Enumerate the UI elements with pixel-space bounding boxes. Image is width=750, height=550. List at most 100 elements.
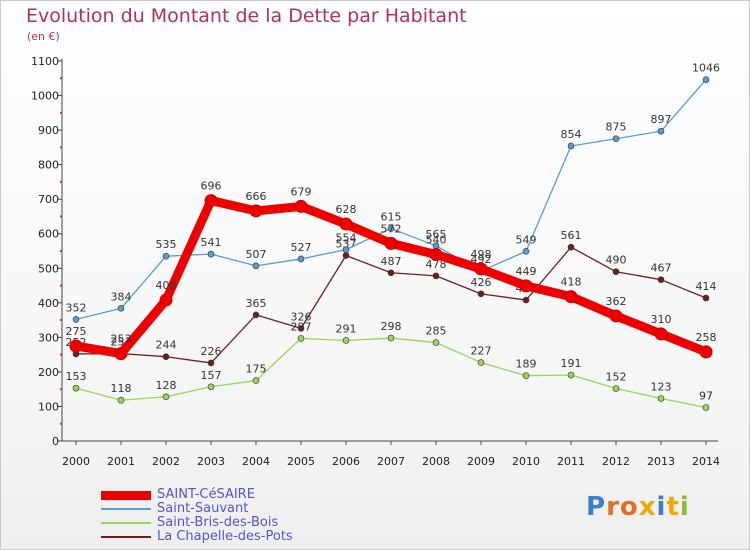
data-point <box>297 325 305 332</box>
y-minor-tick <box>60 319 62 322</box>
data-point <box>117 305 125 312</box>
data-point <box>522 372 530 380</box>
data-point <box>702 76 710 83</box>
data-point <box>207 383 215 391</box>
legend-item-la-chapelle-des-pots[interactable]: La Chapelle-des-Pots <box>101 530 293 544</box>
y-tick-label: 800 <box>38 159 59 172</box>
chart-title: Evolution du Montant de la Dette par Hab… <box>26 5 467 27</box>
data-label: 628 <box>336 203 357 216</box>
data-label: 152 <box>606 370 627 383</box>
data-label: 253 <box>111 333 132 346</box>
logo-letter: t <box>666 492 680 522</box>
y-minor-tick <box>60 284 62 287</box>
data-label: 298 <box>381 320 402 333</box>
data-label: 227 <box>471 345 492 358</box>
data-point <box>297 335 305 342</box>
x-tick-label: 2013 <box>647 455 675 468</box>
y-tick-label: 1000 <box>31 90 59 103</box>
data-point <box>72 384 80 392</box>
data-point <box>567 243 575 251</box>
data-label: 426 <box>471 276 492 289</box>
logo-letter: P <box>586 492 607 522</box>
legend-label: SAINT-CéSAIRE <box>157 487 255 502</box>
data-point <box>522 248 530 255</box>
data-point <box>702 404 710 411</box>
x-tick-label: 2005 <box>287 455 315 468</box>
x-tick-label: 2009 <box>467 455 495 468</box>
y-unit-label: (en €) <box>27 30 60 43</box>
data-label: 490 <box>606 254 627 267</box>
data-point <box>567 142 575 150</box>
data-label: 897 <box>651 113 672 126</box>
data-label: 565 <box>426 228 447 241</box>
data-point <box>207 359 215 367</box>
data-label: 1046 <box>692 62 720 75</box>
data-label: 97 <box>699 389 713 402</box>
legend-swatch <box>101 490 151 500</box>
x-tick-label: 2002 <box>152 455 180 468</box>
proxiti-logo[interactable]: Proxiti <box>586 492 690 522</box>
data-label: 362 <box>606 295 627 308</box>
data-label: 572 <box>381 222 402 235</box>
data-point <box>252 262 260 270</box>
data-label: 854 <box>561 128 582 141</box>
data-label: 384 <box>111 290 132 303</box>
y-tick-label: 100 <box>38 400 59 413</box>
y-minor-tick <box>60 146 62 149</box>
data-label: 326 <box>291 310 312 323</box>
data-point <box>657 127 665 135</box>
y-minor-tick <box>60 77 62 80</box>
legend-item-saint-cesaire[interactable]: SAINT-CéSAIRE <box>101 488 255 502</box>
data-label: 467 <box>651 262 672 275</box>
data-point <box>72 316 80 323</box>
data-label: 449 <box>516 265 537 278</box>
y-minor-tick <box>60 180 62 183</box>
data-point <box>162 252 170 260</box>
logo-letter: i <box>679 492 690 522</box>
legend-item-saint-bris-des-bois[interactable]: Saint-Bris-des-Bois <box>101 516 278 530</box>
data-point <box>249 204 263 218</box>
data-label: 540 <box>426 233 447 246</box>
y-minor-tick <box>60 422 62 425</box>
x-tick-label: 2003 <box>197 455 225 468</box>
data-label: 352 <box>66 301 87 314</box>
legend-item-saint-sauvant[interactable]: Saint-Sauvant <box>101 502 248 516</box>
data-point <box>564 290 578 304</box>
y-tick-label: 900 <box>38 124 59 137</box>
y-tick-label: 300 <box>38 331 59 344</box>
y-tick-label: 0 <box>52 435 59 448</box>
data-point <box>384 236 398 250</box>
data-point <box>432 339 440 346</box>
data-point <box>477 290 485 298</box>
data-point <box>342 337 350 344</box>
data-label: 679 <box>291 185 312 198</box>
data-label: 875 <box>606 121 627 134</box>
data-label: 365 <box>246 297 267 310</box>
data-label: 275 <box>66 325 87 338</box>
data-point <box>609 309 623 323</box>
legend-label: Saint-Sauvant <box>157 501 249 516</box>
legend-label: La Chapelle-des-Pots <box>157 529 293 544</box>
data-point <box>522 296 530 304</box>
data-label: 549 <box>516 233 537 246</box>
x-tick-label: 2008 <box>422 455 450 468</box>
y-tick-label: 700 <box>38 193 59 206</box>
data-point <box>339 217 353 231</box>
data-point <box>252 377 260 384</box>
legend-swatch <box>101 536 151 538</box>
data-label: 258 <box>696 331 717 344</box>
data-label: 118 <box>111 382 132 395</box>
x-tick-label: 2006 <box>332 455 360 468</box>
data-point <box>387 269 395 277</box>
y-tick-label: 1100 <box>31 55 59 68</box>
x-tick-label: 2011 <box>557 455 585 468</box>
data-point <box>117 396 125 404</box>
data-point <box>519 279 533 293</box>
data-label: 666 <box>246 190 267 203</box>
x-tick-label: 2012 <box>602 455 630 468</box>
data-label: 191 <box>561 357 582 370</box>
data-label: 153 <box>66 370 87 383</box>
data-label: 478 <box>426 258 447 271</box>
data-label: 527 <box>291 241 312 254</box>
